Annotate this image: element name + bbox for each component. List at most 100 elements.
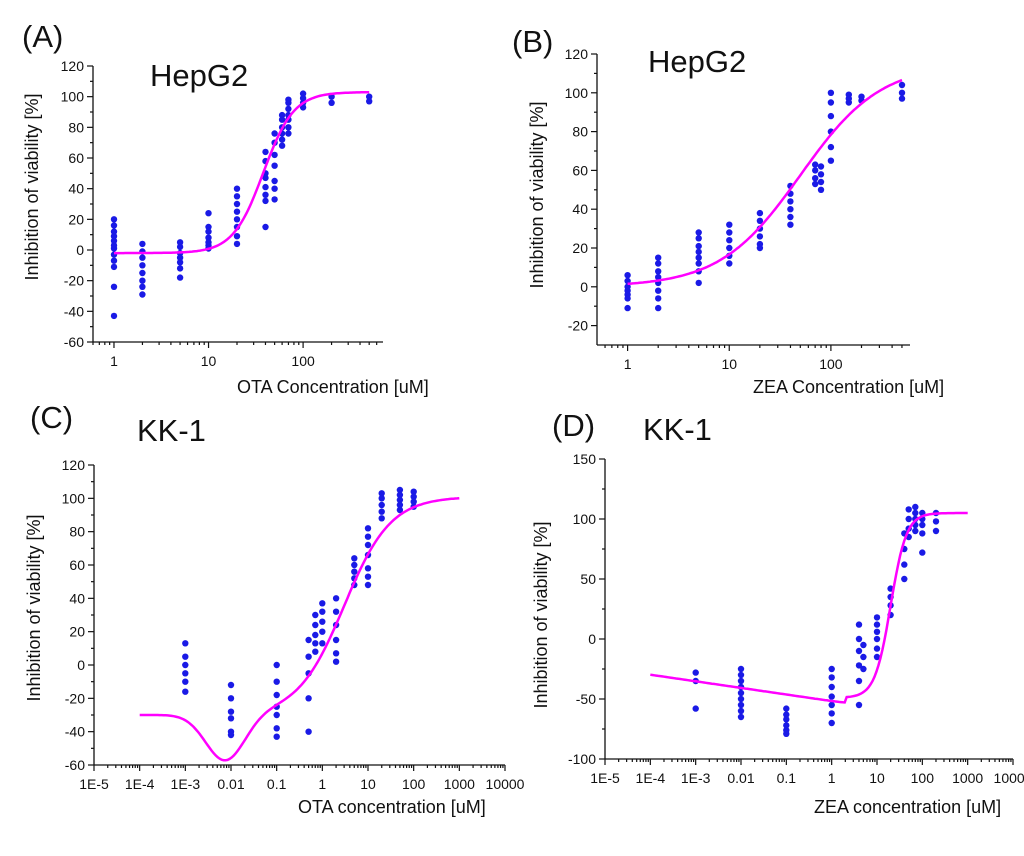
y-tick-label: 0 [588,631,596,647]
x-tick-label: 1E-4 [636,770,666,786]
data-point [139,283,146,290]
data-point [860,653,867,661]
data-point [726,260,733,267]
data-point [233,200,241,208]
y-axis-title: Inhibition of viability [%] [24,514,44,701]
data-point [737,713,745,721]
data-point [817,163,825,170]
data-point [139,269,146,277]
data-point [332,608,340,615]
x-tick-label: 1 [318,776,326,792]
data-point [783,716,790,723]
data-point [901,561,908,568]
data-point [655,295,662,302]
data-point [227,681,235,689]
x-tick-label: 0.1 [777,770,797,786]
data-point [624,304,631,312]
data-point [332,650,340,657]
x-axis-title: ZEA concentration [uM] [814,797,1001,817]
data-point [855,647,863,655]
y-tick-label: 80 [69,524,85,540]
data-point [378,501,385,509]
data-point [305,695,312,702]
data-point [139,254,146,261]
x-axis-title: OTA Concentration [uM] [237,377,429,397]
x-tick-label: 10 [201,353,217,369]
y-tick-label: 60 [69,557,85,573]
data-point [855,677,863,685]
x-tick-label: 0.01 [727,770,754,786]
data-point [901,575,908,583]
fit-curve [139,496,460,762]
y-tick-label: -100 [568,751,596,767]
x-tick-label: 10000 [486,776,525,792]
data-point [319,600,326,607]
data-point [787,213,794,221]
data-point [726,244,733,252]
panel-c: (C) KK-1 -60 -40 -20 0 20 40 60 80 100 120 1E-5 1E-4 1… [24,400,525,817]
y-tick-label: 40 [68,181,84,197]
data-point [176,274,184,281]
data-point [812,175,819,182]
data-point [898,89,906,97]
data-point [898,81,906,89]
data-point [205,210,212,217]
y-tick-label: -20 [65,690,85,706]
y-tick-label: -40 [65,724,85,740]
data-point [328,99,335,107]
data-point [860,665,867,673]
data-point [756,209,764,217]
data-point [932,527,940,535]
data-point [262,148,269,156]
data-point [726,221,733,228]
data-point [299,95,307,102]
cell-line-title: KK-1 [137,413,206,448]
data-point [783,711,790,718]
y-tick-label: 80 [68,119,84,135]
data-point [396,501,404,509]
data-point [812,180,819,188]
data-point [919,530,926,537]
data-point [227,731,235,739]
data-point [227,715,235,722]
data-point [695,229,702,236]
data-point [278,116,286,123]
data-point [182,688,189,695]
data-point [319,608,326,615]
data-point [233,233,241,240]
x-tick-label: 1 [828,770,836,786]
data-point [855,621,863,628]
x-tick-label: 0.01 [217,776,244,792]
panel-d: (D) KK-1 -100 -50 0 50 100 150 1E-5 1E-4 1E-3 0.01 0… [531,408,1024,817]
data-point [828,693,835,700]
data-point [110,245,118,252]
data-point [737,689,745,697]
data-point [227,708,235,715]
data-point [655,268,662,275]
data-point [312,611,319,619]
data-point [366,93,373,100]
data-point [873,645,881,652]
data-point [278,136,286,143]
y-tick-label: -20 [64,273,84,289]
data-point [110,222,118,229]
data-point [378,508,385,515]
data-point [110,263,118,271]
x-tick-label: 1E-5 [79,776,109,792]
data-point [273,725,280,732]
data-point [351,568,358,575]
data-point [271,196,278,203]
data-point [273,678,280,685]
y-tick-label: 100 [62,490,86,506]
data-point [262,174,269,182]
y-tick-label: 0 [76,242,84,258]
data-point [812,161,819,168]
data-point [110,233,118,240]
data-point [783,730,790,737]
data-point [312,631,319,639]
data-point [262,197,269,205]
data-point [828,665,835,673]
x-tick-label: 1E-4 [125,776,155,792]
x-tick-label: 10 [869,770,885,786]
data-point [787,221,794,228]
